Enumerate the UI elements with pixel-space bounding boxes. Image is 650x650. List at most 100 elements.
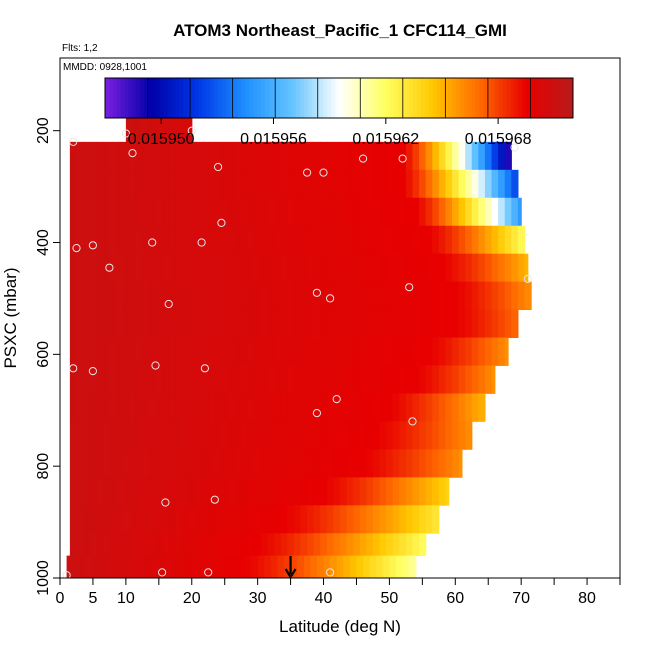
heatmap-cell [260,281,269,311]
heatmap-cell [293,141,302,171]
heatmap-cell [274,309,282,338]
heatmap-cell [135,253,143,283]
heatmap-cell [478,197,486,227]
observation-point [303,168,312,177]
colorbar-swatch [233,78,239,118]
heatmap-cell [162,169,170,199]
heatmap-cell [247,281,255,311]
heatmap-cell [148,141,157,171]
heatmap-cell [254,393,262,422]
heatmap-cell [112,555,120,578]
heatmap-cell [346,505,354,534]
heatmap-cell [260,197,269,227]
heatmap-cell [405,477,414,506]
heatmap-cell [478,141,486,171]
heatmap-cell [221,169,229,199]
heatmap-cell [181,225,190,255]
y-axis-label: PSXC (mbar) [1,267,20,368]
heatmap-cell [181,365,190,394]
heatmap-cell [491,169,499,199]
heatmap-cell [333,533,341,557]
heatmap-cell [257,555,265,578]
colorbar-swatch [510,78,515,118]
heatmap-cell [359,225,367,255]
heatmap-cell [132,555,140,578]
heatmap-cell [116,253,124,283]
heatmap-cell [333,449,341,478]
heatmap-cell [504,253,512,283]
heatmap-cell [96,505,104,534]
heatmap-cell [201,449,209,478]
colorbar-swatch [413,78,418,118]
heatmap-cell [214,421,223,450]
heatmap-cell [89,393,97,422]
heatmap-cell [307,281,315,311]
heatmap-cell [478,393,486,422]
y-axis: 200 400 600 800 1000 [35,117,60,596]
heatmap-cell [83,309,91,338]
heatmap-cell [346,337,354,366]
heatmap-cell [452,365,460,394]
heatmap-cell [307,197,315,227]
heatmap-cell [458,197,466,227]
heatmap-cell [201,365,209,394]
heatmap-cell [148,281,157,311]
heatmap-cell [234,421,242,450]
heatmap-cell [419,281,427,311]
heatmap-cell [142,449,150,478]
heatmap-cell [175,253,183,283]
heatmap-cell [320,197,328,227]
colorbar-swatch [249,78,254,118]
colorbar-swatch [459,78,465,118]
heatmap-cell [129,477,137,506]
heatmap-cell [504,281,512,311]
heatmap-cell [372,141,381,171]
heatmap-cell [241,253,249,283]
heatmap-cell [491,197,499,227]
heatmap-cell [69,393,78,422]
heatmap-cell [274,421,282,450]
heatmap-cell [478,281,486,311]
heatmap-cell [254,225,262,255]
heatmap-cell [102,533,111,557]
heatmap-cell [106,555,114,578]
heatmap-cell [96,449,104,478]
heatmap-cell [438,253,447,283]
heatmap-cell [135,533,143,557]
colorbar-swatch [366,78,371,118]
heatmap-cell [326,337,335,366]
heatmap-cell [241,281,249,311]
heatmap-cell [89,281,97,311]
heatmap-cell [300,449,308,478]
heatmap-cell [247,225,255,255]
heatmap-cell [89,225,97,255]
heatmap-cell [517,253,526,283]
heatmap-cell [307,533,315,557]
colorbar-swatch [331,78,336,118]
heatmap-cell [392,477,400,506]
heatmap-cell [399,393,407,422]
heatmap-cell [452,449,460,478]
heatmap-cell [498,281,506,311]
heatmap-cell [69,253,78,283]
heatmap-cell [346,197,354,227]
observation-point [72,244,81,253]
heatmap-cell [432,421,440,450]
heatmap-cell [511,281,519,311]
heatmap-cell [438,141,447,171]
heatmap-cell [333,365,341,394]
heatmap-cell [188,309,196,338]
heatmap-cell [69,337,78,366]
heatmap-cell [412,365,420,394]
heatmap-cell [491,337,499,366]
colorbar-swatch [487,78,492,118]
heatmap-cell [83,281,91,311]
heatmap-cell [484,141,493,171]
heatmap-cell [274,337,282,366]
heatmap-cell [76,253,84,283]
colorbar-swatch [495,78,500,118]
heatmap-cell [353,533,361,557]
heatmap-cell [484,253,493,283]
heatmap-cell [300,337,308,366]
heatmap-cell [484,197,493,227]
